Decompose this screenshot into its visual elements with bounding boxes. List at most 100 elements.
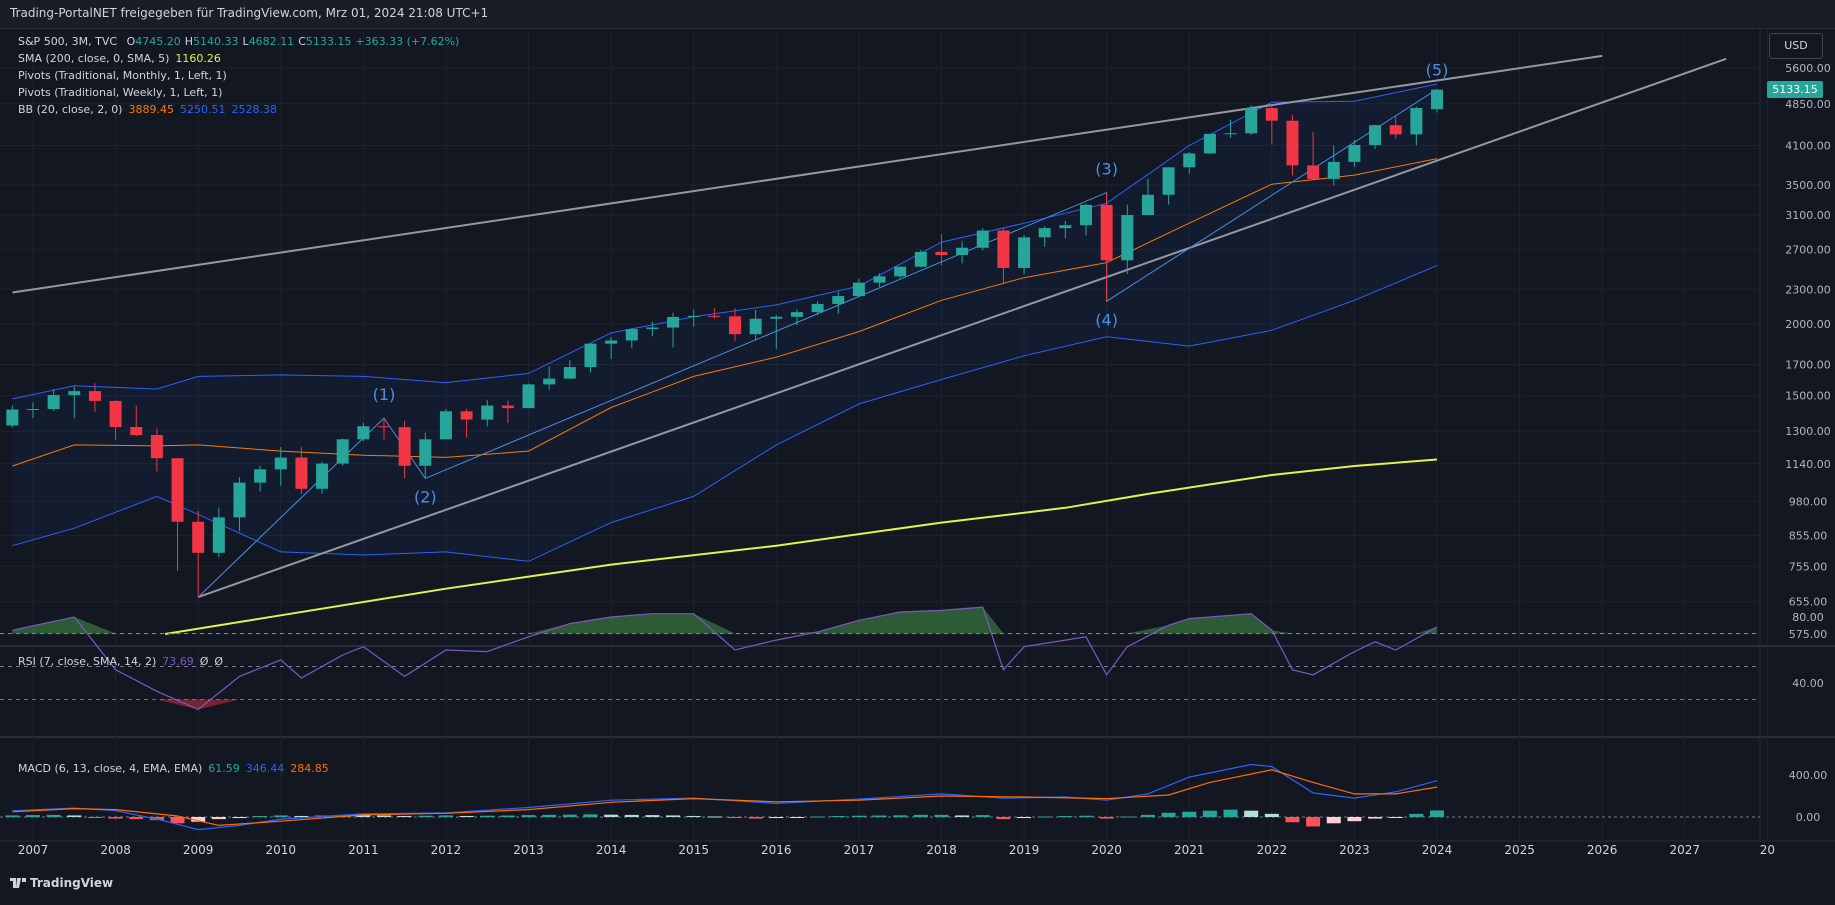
- bb-band-fill: [12, 84, 1437, 562]
- macd-hist-bar: [645, 815, 660, 817]
- time-tick-label: 20: [1760, 843, 1775, 857]
- trend-line-upper: [12, 54, 1603, 294]
- candle-body: [460, 411, 473, 420]
- candle-body: [130, 426, 143, 436]
- macd-hist-bar: [831, 815, 846, 817]
- macd-hist-bar: [810, 816, 825, 818]
- candle-body: [1431, 89, 1443, 110]
- macd-hist-bar: [604, 814, 619, 817]
- time-tick-label: 2009: [183, 843, 214, 857]
- candle-body: [419, 439, 432, 466]
- candle-body: [935, 251, 948, 255]
- macd-hist-bar: [1099, 817, 1114, 819]
- price-tick-label: 655.00: [1789, 596, 1828, 609]
- currency-button[interactable]: USD: [1769, 33, 1823, 59]
- macd-signal-line: [12, 769, 1438, 827]
- legend-symbol[interactable]: S&P 500, 3M, TVC: [18, 35, 118, 48]
- candle-body: [522, 384, 535, 409]
- elliott-wave-path: [197, 88, 1438, 598]
- candle-body: [1203, 133, 1216, 154]
- candle-body: [295, 457, 308, 489]
- candle-body: [1080, 204, 1092, 226]
- macd-hist-bar: [769, 817, 784, 819]
- time-tick-label: 2015: [678, 843, 709, 857]
- legend-low: 4682.11: [248, 35, 295, 48]
- legend-rsi[interactable]: RSI (7, close, SMA, 14, 2) 73.69 Ø Ø: [18, 653, 229, 670]
- last-price-tag: 5133.15: [1767, 81, 1823, 98]
- candle-body: [316, 463, 329, 489]
- price-tick-label: 1700.00: [1785, 358, 1831, 371]
- macd-hist-bar: [1244, 810, 1259, 817]
- legend-bb-upper: 5250.51: [179, 103, 226, 116]
- macd-hist-bar: [1326, 817, 1341, 824]
- legend-sma[interactable]: SMA (200, close, 0, SMA, 5) 1160.26: [18, 50, 227, 67]
- time-tick-label: 2019: [1009, 843, 1040, 857]
- legend-close: 5133.15: [305, 35, 352, 48]
- legend-pivots-monthly[interactable]: Pivots (Traditional, Monthly, 1, Left, 1…: [18, 67, 233, 84]
- time-tick-label: 2007: [18, 843, 49, 857]
- candle-body: [398, 427, 411, 466]
- macd-hist-bar: [1306, 817, 1321, 827]
- candle-body: [1410, 107, 1423, 135]
- macd-hist-bar: [1368, 817, 1383, 819]
- macd-hist-bar: [211, 817, 226, 820]
- rsi-tick-label: 80.00: [1792, 611, 1824, 624]
- price-chart-svg[interactable]: (1) (2) (3) (4) (5) 5600.00 4850.00 4100.00 3500…: [0, 28, 1835, 901]
- macd-hist-bar: [1120, 816, 1135, 818]
- legend-pivots-monthly-label: Pivots (Traditional, Monthly, 1, Left, 1…: [18, 69, 227, 82]
- candle-body: [439, 411, 452, 440]
- candle-body: [1245, 108, 1258, 134]
- legend-sma-value: 1160.26: [175, 52, 221, 65]
- wave-label: (1): [373, 385, 396, 404]
- legend-bb[interactable]: BB (20, close, 2, 0) 3889.45 5250.51 2528.3…: [18, 101, 283, 118]
- macd-hist-bar: [170, 817, 185, 824]
- candle-body: [832, 296, 845, 304]
- macd-hist-bar: [397, 815, 412, 817]
- price-tick-label: 1500.00: [1785, 390, 1831, 403]
- price-tick-label: 1140.00: [1785, 458, 1831, 471]
- wave-label: (4): [1095, 310, 1118, 329]
- macd-hist-bar: [438, 815, 453, 817]
- macd-hist-bar: [87, 817, 102, 818]
- candle-body: [501, 405, 514, 409]
- legend-h-label: H: [184, 35, 194, 48]
- legend-pivots-weekly[interactable]: Pivots (Traditional, Weekly, 1, Left, 1): [18, 84, 228, 101]
- macd-hist-bar: [666, 815, 681, 817]
- candle-body: [1141, 194, 1154, 216]
- candle-body: [729, 316, 741, 335]
- time-tick-label: 2008: [100, 843, 131, 857]
- price-tick-label: 575.00: [1789, 628, 1828, 641]
- legend-main: S&P 500, 3M, TVC O4745.20 H5140.33 L4682.1…: [18, 33, 471, 50]
- candle-body: [605, 340, 618, 344]
- macd-hist-bar: [542, 814, 557, 817]
- legend-bb-basis: 3889.45: [128, 103, 174, 116]
- macd-hist-bar: [377, 815, 391, 817]
- wave-label: (3): [1095, 160, 1118, 179]
- wave-label: (5): [1426, 60, 1449, 79]
- candle-body: [27, 409, 39, 411]
- candle-body: [1369, 125, 1382, 145]
- macd-hist-bar: [1409, 813, 1424, 817]
- candle-body: [708, 315, 721, 317]
- candle-body: [1162, 167, 1175, 195]
- macd-hist-bar: [5, 815, 20, 817]
- macd-hist-bar: [1223, 809, 1238, 817]
- macd-hist-bar: [893, 815, 908, 817]
- legend-c-label: C: [298, 35, 306, 48]
- chart-area[interactable]: (1) (2) (3) (4) (5) 5600.00 4850.00 4100.00 3500…: [0, 28, 1835, 901]
- candle-body: [873, 276, 886, 283]
- macd-hist-bar: [108, 817, 123, 819]
- legend-pivots-weekly-label: Pivots (Traditional, Weekly, 1, Left, 1): [18, 86, 223, 99]
- legend-macd[interactable]: MACD (6, 13, close, 4, EMA, EMA) 61.59 346…: [18, 760, 335, 777]
- rsi-oversold-fill: [12, 699, 1437, 710]
- legend-rsi-extra1: Ø: [199, 655, 209, 668]
- price-tick-label: 4100.00: [1785, 140, 1831, 153]
- price-tick-label: 980.00: [1789, 495, 1828, 508]
- time-tick-label: 2021: [1174, 843, 1205, 857]
- macd-hist-bar: [46, 814, 61, 817]
- candle-body: [254, 469, 267, 483]
- candle-body: [1018, 237, 1031, 268]
- macd-hist-bar: [67, 815, 82, 817]
- legend-change: +363.33 (+7.62%): [355, 35, 460, 48]
- tradingview-logo[interactable]: TradingView: [10, 876, 113, 890]
